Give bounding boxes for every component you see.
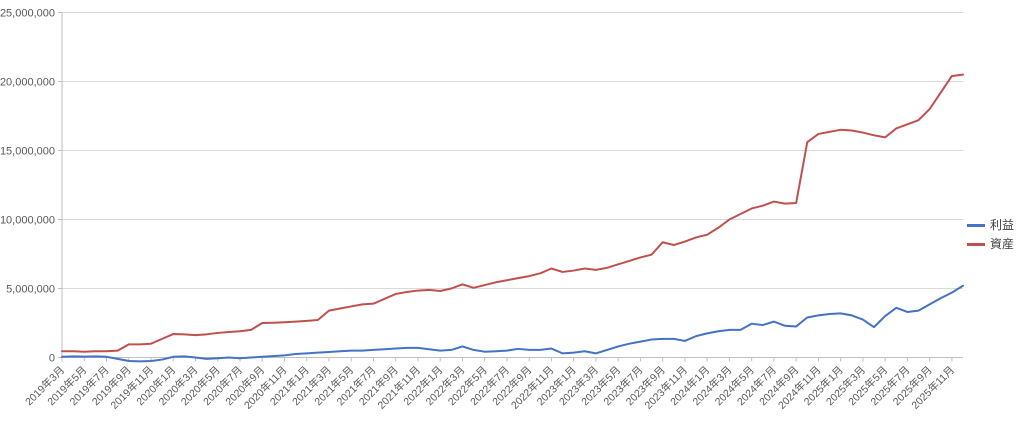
legend-item-profit: 利益 [967, 219, 1014, 232]
y-axis-label: 5,000,000 [6, 284, 55, 296]
y-axis-label: 15,000,000 [0, 146, 55, 158]
y-axis-label: 25,000,000 [0, 8, 55, 20]
y-axis-label: 10,000,000 [0, 215, 55, 227]
legend-label-assets: 資産 [990, 237, 1015, 251]
assets-line-swatch [967, 243, 985, 246]
legend-label-profit: 利益 [990, 218, 1015, 232]
legend-item-assets: 資産 [967, 238, 1014, 251]
assets-line [61, 73, 964, 353]
profit-line [61, 284, 964, 363]
y-axis-label: 0 [49, 353, 55, 365]
chart-legend: 利益 資産 [967, 219, 1014, 251]
profit-line-swatch [967, 224, 985, 227]
y-axis-label: 20,000,000 [0, 77, 55, 89]
